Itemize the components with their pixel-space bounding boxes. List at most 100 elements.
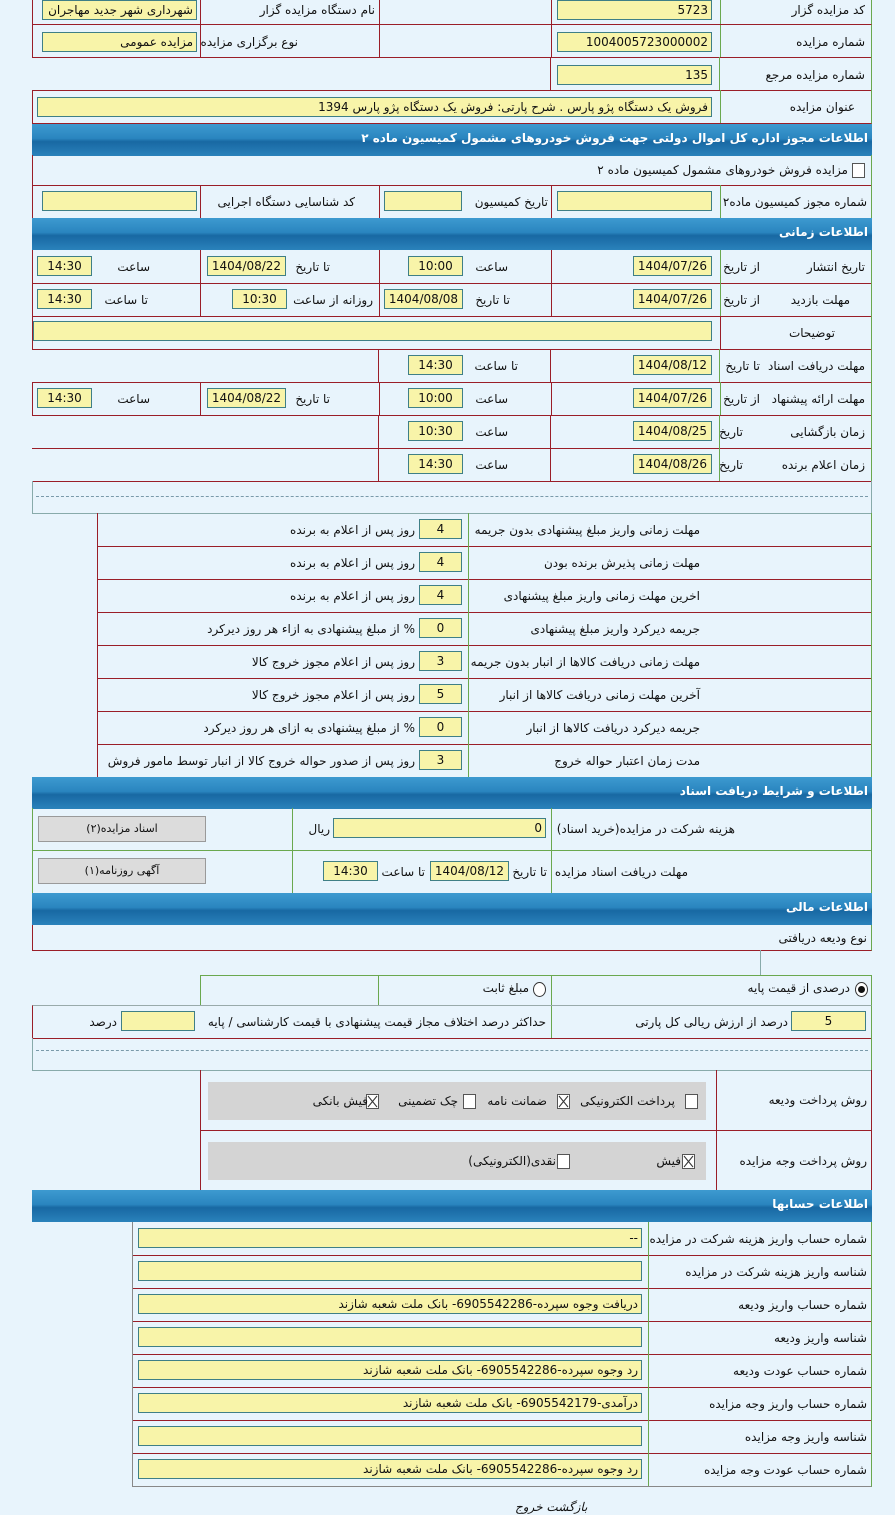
publish-to-time[interactable]: 14:30: [37, 256, 92, 276]
exec-code-label: کد شناسایی دستگاه اجرایی: [217, 195, 355, 209]
radio-percent[interactable]: [855, 982, 868, 997]
row-deposit-type: [32, 925, 872, 951]
row-reference: [32, 57, 872, 91]
commission-checkbox-label: مزایده فروش خودروهای مشمول کمیسیون ماده …: [597, 163, 848, 177]
auction-documents-button[interactable]: اسناد مزایده(۲): [38, 816, 206, 842]
payment-method-label: فیش: [656, 1154, 681, 1168]
visit-daily-to-time[interactable]: 14:30: [37, 289, 92, 309]
account-value-field[interactable]: رد وجوه سپرده-6905542286- بانک ملت شعبه …: [138, 1459, 642, 1479]
newspaper-ad-button[interactable]: آگهی روزنامه(۱): [38, 858, 206, 884]
row-auction-number: [32, 25, 872, 58]
description-field[interactable]: [33, 321, 712, 341]
cell-divider: [648, 1255, 649, 1288]
row-offer: [32, 382, 872, 416]
doc-fee-field[interactable]: 0: [333, 818, 546, 838]
account-value-field[interactable]: درآمدی-6905542179- بانک ملت شعبه شازند: [138, 1393, 642, 1413]
checkbox-checked[interactable]: [682, 1154, 695, 1169]
auctioneer-code-field[interactable]: 5723: [557, 0, 712, 20]
visit-daily-from-label: روزانه از ساعت: [293, 293, 373, 307]
docs-deadline-to-label: تا تاریخ: [725, 359, 760, 373]
radio-fixed[interactable]: [533, 982, 546, 997]
publish-from-time[interactable]: 10:00: [408, 256, 463, 276]
visit-to-date[interactable]: 1404/08/08: [384, 289, 463, 309]
rule-value-field[interactable]: 0: [419, 717, 462, 737]
max-diff-unit: درصد: [89, 1015, 117, 1029]
max-diff-field[interactable]: [121, 1011, 195, 1031]
account-value-field[interactable]: --: [138, 1228, 642, 1248]
account-value-field[interactable]: رد وجوه سپرده-6905542286- بانک ملت شعبه …: [138, 1360, 642, 1380]
title-field[interactable]: فروش یک دستگاه پژو پارس . شرح پارتی: فرو…: [37, 97, 712, 117]
rule-value-field[interactable]: 0: [419, 618, 462, 638]
offer-from-time[interactable]: 10:00: [408, 388, 463, 408]
deposit-percent-field[interactable]: 5: [791, 1011, 866, 1031]
doc-deadline-time[interactable]: 14:30: [323, 861, 378, 881]
account-row: [132, 1387, 872, 1421]
row-spacer-2: [32, 1038, 872, 1071]
deposit-method-label: چک تضمینی: [398, 1094, 458, 1108]
auction-type-field[interactable]: مزایده عمومی: [42, 32, 197, 52]
rule-value-field[interactable]: 4: [419, 585, 462, 605]
docs-deadline-time[interactable]: 14:30: [408, 355, 463, 375]
publish-from-date[interactable]: 1404/07/26: [633, 256, 712, 276]
auction-number-field[interactable]: 1004005723000002: [557, 32, 712, 52]
visit-daily-from-time[interactable]: 10:30: [232, 289, 287, 309]
rule-unit: روز پس از صدور حواله خروج کالا از انبار …: [107, 754, 415, 768]
row-winner: [32, 448, 872, 482]
commission-date-field[interactable]: [384, 191, 462, 211]
doc-deadline-date[interactable]: 1404/08/12: [430, 861, 509, 881]
row-deposit-method: [200, 1070, 872, 1131]
cell-divider: [468, 612, 469, 645]
checkbox-unchecked[interactable]: [463, 1094, 476, 1109]
rule-row: [97, 513, 872, 547]
auctioneer-code-label: کد مزایده گزار: [791, 3, 865, 17]
winner-label: زمان اعلام برنده: [781, 458, 865, 472]
rule-value-field[interactable]: 3: [419, 651, 462, 671]
rule-value-field[interactable]: 4: [419, 519, 462, 539]
row-percent: [32, 1005, 872, 1039]
auction-type-label: نوع برگزاری مزایده: [200, 35, 298, 49]
row-commission-checkbox: [32, 155, 872, 186]
auctioneer-name-label: نام دستگاه مزایده گزار: [259, 3, 375, 17]
deposit-method-label: ضمانت نامه: [487, 1094, 547, 1108]
visit-daily-to-label: تا ساعت: [104, 293, 148, 307]
account-value-field[interactable]: دریافت وجوه سپرده-6905542286- بانک ملت ش…: [138, 1294, 642, 1314]
exit-link[interactable]: خروج: [515, 1500, 543, 1514]
account-value-field[interactable]: [138, 1327, 642, 1347]
exec-code-field[interactable]: [42, 191, 197, 211]
rule-value-field[interactable]: 3: [419, 750, 462, 770]
offer-to-time[interactable]: 14:30: [37, 388, 92, 408]
checkbox-checked[interactable]: [366, 1094, 379, 1109]
opening-date[interactable]: 1404/08/25: [633, 421, 712, 441]
reference-field[interactable]: 135: [557, 65, 712, 85]
section-header-timing: اطلاعات زمانی: [32, 218, 872, 250]
visit-from-date[interactable]: 1404/07/26: [633, 289, 712, 309]
offer-from-date[interactable]: 1404/07/26: [633, 388, 712, 408]
deposit-type-label: نوع ودیعه دریافتی: [778, 931, 867, 945]
offer-to-date[interactable]: 1404/08/22: [207, 388, 286, 408]
opening-time[interactable]: 10:30: [408, 421, 463, 441]
account-row: [132, 1288, 872, 1322]
commission-date-label: تاریخ کمیسیون: [474, 195, 548, 209]
checkbox-unchecked[interactable]: [557, 1154, 570, 1169]
docs-deadline-date[interactable]: 1404/08/12: [633, 355, 712, 375]
back-link[interactable]: بازگشت: [546, 1500, 588, 1514]
permit-field[interactable]: [557, 191, 712, 211]
account-value-field[interactable]: [138, 1426, 642, 1446]
reference-label: شماره مزایده مرجع: [765, 68, 865, 82]
row-opening: [32, 415, 872, 449]
auctioneer-name-field[interactable]: شهرداری شهر جدید مهاجران: [42, 0, 197, 20]
account-value-field[interactable]: [138, 1261, 642, 1281]
rule-value-field[interactable]: 5: [419, 684, 462, 704]
winner-time[interactable]: 14:30: [408, 454, 463, 474]
max-diff-label: حداکثر درصد اختلاف مجاز قیمت پیشنهادی با…: [207, 1015, 546, 1029]
checkbox-checked[interactable]: [557, 1094, 570, 1109]
rule-unit: روز پس از اعلام مجوز خروج کالا: [251, 655, 415, 669]
rule-row: [97, 579, 872, 613]
winner-date[interactable]: 1404/08/26: [633, 454, 712, 474]
checkbox-unchecked[interactable]: [685, 1094, 698, 1109]
publish-to-date[interactable]: 1404/08/22: [207, 256, 286, 276]
cell-divider: [468, 711, 469, 744]
opening-label: زمان بازگشایی: [790, 425, 865, 439]
rule-value-field[interactable]: 4: [419, 552, 462, 572]
commission-checkbox[interactable]: [852, 163, 865, 178]
